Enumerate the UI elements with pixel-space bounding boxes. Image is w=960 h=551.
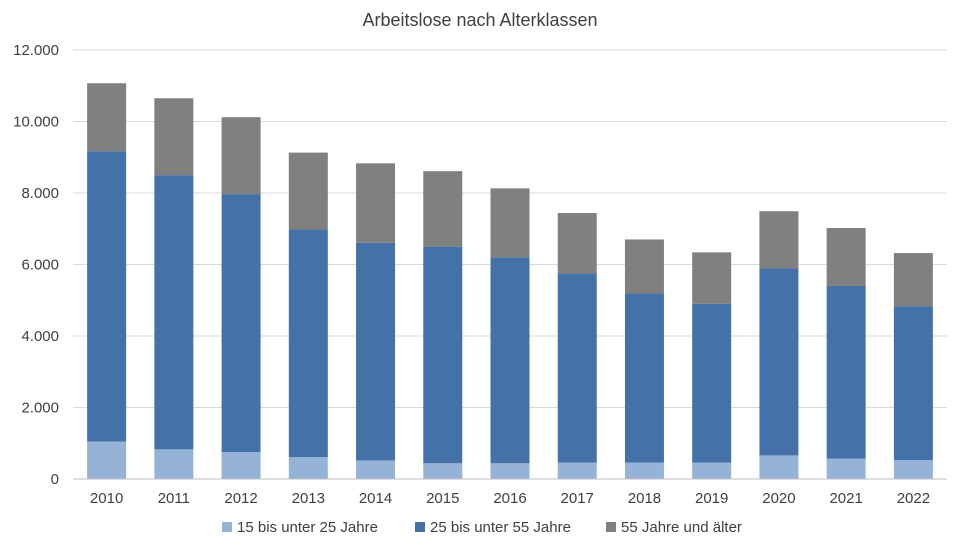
bar-segment: [557, 273, 597, 463]
legend: 15 bis unter 25 Jahre 25 bis unter 55 Jah…: [222, 519, 742, 536]
x-tick-label: 2011: [158, 490, 190, 507]
y-tick-label: 12.000: [13, 42, 59, 59]
bar-segment: [692, 462, 732, 479]
y-tick-label: 8.000: [21, 185, 59, 202]
bar-segment: [826, 228, 866, 286]
bar-segment: [490, 188, 530, 258]
bar-segment: [893, 253, 933, 307]
bar-segment: [356, 460, 396, 479]
x-tick-label: 2019: [695, 490, 728, 507]
chart-title: Arbeitslose nach Alterklassen: [362, 10, 597, 30]
x-tick-label: 2016: [493, 490, 526, 507]
x-tick-label: 2014: [359, 490, 392, 507]
bar-segment: [692, 303, 732, 463]
bar-segment: [490, 463, 530, 479]
legend-swatch: [606, 522, 616, 532]
legend-label: 25 bis unter 55 Jahre: [430, 519, 571, 536]
x-tick-label: 2017: [561, 490, 594, 507]
bar-segment: [356, 163, 396, 243]
bar-segment: [288, 229, 328, 458]
bar-segment: [87, 151, 127, 442]
x-tick-label: 2021: [829, 490, 862, 507]
bar-segment: [826, 285, 866, 459]
bar-segment: [288, 457, 328, 479]
bar-segment: [624, 293, 664, 463]
y-tick-label: 4.000: [21, 328, 59, 345]
legend-label: 55 Jahre und älter: [621, 519, 742, 536]
bars: [87, 83, 933, 479]
y-tick-label: 2.000: [21, 400, 59, 417]
bar-segment: [893, 306, 933, 461]
y-tick-label: 10.000: [13, 114, 59, 131]
bar-segment: [423, 246, 463, 464]
bar-segment: [356, 242, 396, 461]
bar-segment: [826, 458, 866, 479]
legend-swatch: [222, 522, 232, 532]
bar-segment: [87, 441, 127, 479]
y-tick-label: 6.000: [21, 257, 59, 274]
bar-segment: [490, 257, 530, 464]
y-tick-label: 0: [51, 471, 59, 488]
bar-segment: [221, 452, 261, 479]
bar-segment: [624, 239, 664, 294]
bar-segment: [759, 211, 799, 269]
bar-segment: [624, 462, 664, 479]
y-axis-ticks: 0 2.000 4.000 6.000 8.000 10.000 12.000: [13, 42, 59, 488]
x-tick-label: 2012: [224, 490, 257, 507]
x-tick-label: 2018: [628, 490, 661, 507]
bar-segment: [154, 98, 194, 176]
x-tick-label: 2010: [90, 490, 123, 507]
x-axis-ticks: 2010 2011 2012 2013 2014 2015 2016 2017 2018 2019…: [90, 490, 930, 507]
bar-segment: [893, 460, 933, 479]
bar-segment: [557, 213, 597, 274]
bar-segment: [423, 171, 463, 247]
x-tick-label: 2013: [292, 490, 325, 507]
bar-segment: [221, 117, 261, 195]
bar-segment: [154, 449, 194, 479]
x-tick-label: 2022: [897, 490, 930, 507]
x-tick-label: 2020: [762, 490, 795, 507]
bar-segment: [557, 462, 597, 479]
bar-segment: [288, 152, 328, 230]
bar-segment: [759, 268, 799, 456]
bar-segment: [423, 463, 463, 479]
legend-label: 15 bis unter 25 Jahre: [237, 519, 378, 536]
bar-segment: [759, 455, 799, 479]
legend-swatch: [415, 522, 425, 532]
bar-segment: [221, 194, 261, 453]
bar-segment: [154, 175, 194, 450]
bar-segment: [692, 252, 732, 304]
bar-segment: [87, 83, 127, 152]
x-tick-label: 2015: [426, 490, 459, 507]
